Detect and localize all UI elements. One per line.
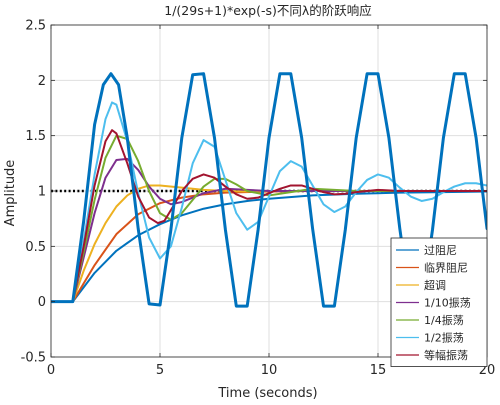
legend-item: 1/2振荡: [396, 331, 464, 345]
y-tick-label: 0: [38, 295, 46, 310]
x-tick-label: 5: [156, 363, 164, 378]
y-axis-title: Amplitude: [3, 160, 18, 227]
x-tick-label: 10: [261, 363, 278, 378]
y-tick-label: 1.5: [25, 129, 46, 144]
y-tick-label: 2.5: [25, 19, 46, 34]
series-line-1: [51, 190, 487, 303]
legend-label: 等幅振荡: [424, 348, 468, 362]
series-line-6: [51, 101, 487, 303]
legend-item: 等幅振荡: [396, 348, 468, 362]
legend-label: 1/10振荡: [424, 296, 471, 310]
legend-item: 1/4振荡: [396, 313, 464, 327]
legend-item: 1/10振荡: [396, 296, 471, 310]
legend-label: 超调: [424, 278, 446, 292]
y-tick-label: -0.5: [21, 351, 46, 366]
legend-item: 超调: [396, 278, 446, 292]
legend-item: 临界阻尼: [396, 261, 468, 275]
x-tick-label: 15: [370, 363, 387, 378]
chart-title: 1/(29s+1)*exp(-s)不同λ的阶跃响应: [164, 3, 372, 18]
series-line-4: [51, 157, 487, 303]
legend-item: 过阻尼: [396, 244, 457, 257]
legend-label: 过阻尼: [424, 244, 457, 257]
x-tick-label: 0: [47, 363, 55, 378]
y-tick-label: 1: [38, 185, 46, 200]
x-axis-title: Time (seconds): [217, 386, 317, 401]
legend-label: 1/4振荡: [424, 313, 464, 327]
legend-label: 1/2振荡: [424, 331, 464, 345]
legend-label: 临界阻尼: [424, 261, 468, 275]
y-tick-label: 2: [38, 74, 46, 89]
y-tick-label: 0.5: [25, 240, 46, 255]
